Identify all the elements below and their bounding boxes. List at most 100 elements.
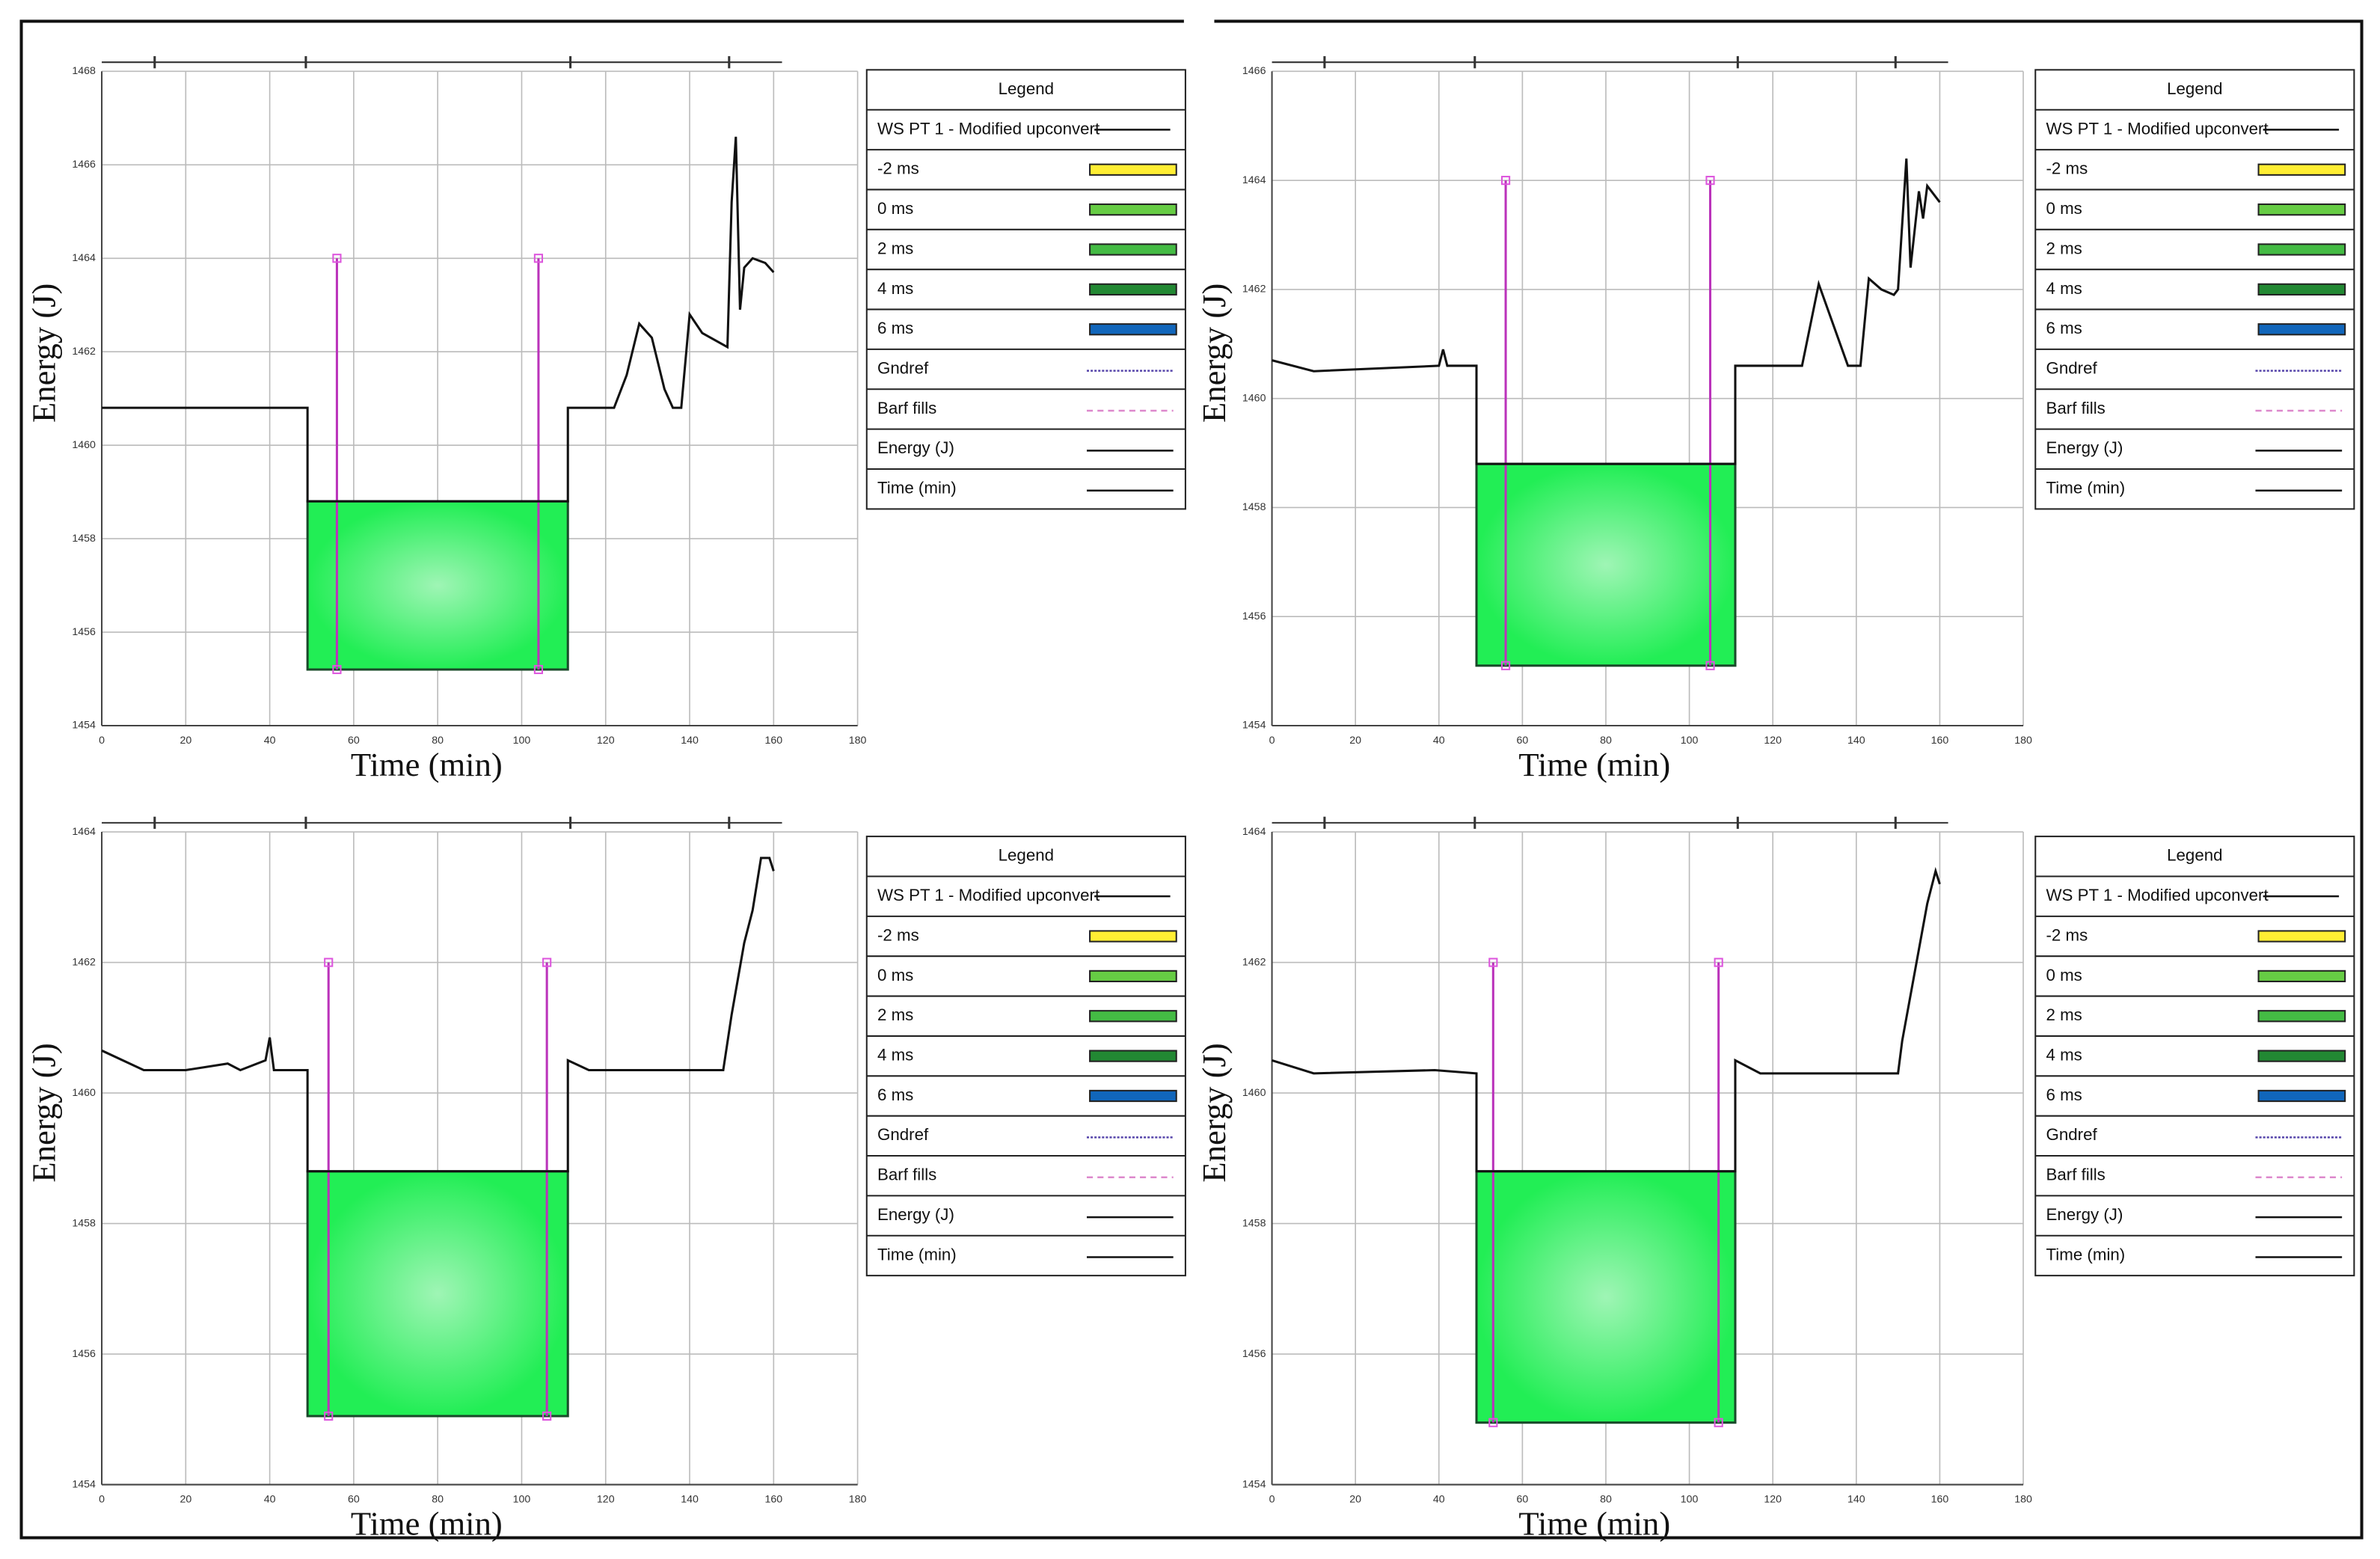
y-tick-label: 1466 bbox=[72, 159, 96, 171]
legend-swatch bbox=[2257, 930, 2346, 943]
legend-label: Gndref bbox=[877, 1125, 929, 1144]
y-tick-label: 1458 bbox=[72, 1217, 96, 1229]
legend-title: Legend bbox=[2167, 846, 2222, 865]
legend-swatch bbox=[1089, 930, 1177, 943]
legend-label: Barf fills bbox=[877, 399, 936, 417]
pulse-marker bbox=[1714, 1418, 1723, 1427]
x-tick-label: 100 bbox=[1681, 735, 1699, 747]
x-tick-label: 160 bbox=[1931, 1494, 1949, 1506]
y-tick-label: 1462 bbox=[72, 346, 96, 358]
y-tick-label: 1458 bbox=[1242, 1217, 1266, 1229]
legend-label: Barf fills bbox=[2046, 1166, 2105, 1184]
legend-label: 2 ms bbox=[2046, 239, 2082, 257]
pulse-marker bbox=[1705, 176, 1715, 186]
y-tick-label: 1456 bbox=[1242, 1348, 1266, 1360]
x-tick-label: 0 bbox=[1269, 735, 1275, 747]
x-tick-label: 140 bbox=[1847, 735, 1865, 747]
y-tick-label: 1456 bbox=[72, 626, 96, 638]
x-tick-label: 40 bbox=[264, 1494, 276, 1506]
y-tick-label: 1468 bbox=[72, 65, 96, 77]
x-axis-label: Time (min) bbox=[1518, 746, 1670, 783]
pulse-marker bbox=[332, 664, 342, 675]
legend-label: Energy (J) bbox=[2046, 438, 2123, 457]
y-tick-label: 1464 bbox=[72, 252, 96, 264]
y-tick-label: 1466 bbox=[1242, 65, 1266, 77]
x-tick-label: 80 bbox=[1600, 735, 1612, 747]
x-tick-label: 60 bbox=[1517, 735, 1529, 747]
data-line bbox=[1272, 866, 1941, 1173]
chart-panel: 1454 1456 1458 1460 1462 1464 1466 0 20 40 60 80 100… bbox=[1195, 56, 2355, 783]
x-tick-label: 140 bbox=[1847, 1494, 1865, 1506]
y-tick-label: 1462 bbox=[1242, 956, 1266, 968]
x-tick-label: 160 bbox=[1931, 735, 1949, 747]
x-tick-label: 60 bbox=[348, 1494, 360, 1506]
legend-swatch bbox=[1089, 1050, 1177, 1062]
y-tick-label: 1460 bbox=[1242, 1087, 1266, 1099]
x-tick-label: 20 bbox=[1349, 1494, 1361, 1506]
x-tick-label: 80 bbox=[432, 735, 444, 747]
band bbox=[306, 500, 569, 671]
x-tick-label: 180 bbox=[849, 1494, 867, 1506]
legend-swatch bbox=[2257, 323, 2346, 336]
legend-title: Legend bbox=[999, 79, 1054, 98]
chart-panel: 1454 1456 1458 1460 1462 1464 0 20 40 60 80 100 120 1… bbox=[25, 816, 1186, 1543]
y-tick-label: 1458 bbox=[72, 533, 96, 545]
x-tick-label: 0 bbox=[99, 1494, 105, 1506]
legend-swatch bbox=[1089, 1089, 1177, 1103]
y-axis-label: Energy (J) bbox=[1195, 284, 1233, 423]
legend-label: 6 ms bbox=[2046, 1085, 2082, 1104]
pulse-marker bbox=[1500, 176, 1511, 186]
data-line bbox=[1272, 158, 1941, 465]
legend-label: Gndref bbox=[877, 358, 929, 377]
legend-swatch bbox=[2257, 163, 2346, 176]
legend-label: 6 ms bbox=[877, 319, 913, 337]
legend-swatch bbox=[2257, 1010, 2346, 1023]
x-tick-label: 80 bbox=[432, 1494, 444, 1506]
legend-swatch bbox=[1089, 203, 1177, 216]
y-axis-label: Energy (J) bbox=[25, 1043, 62, 1182]
x-tick-label: 180 bbox=[2014, 1494, 2032, 1506]
x-tick-label: 80 bbox=[1600, 1494, 1612, 1506]
y-tick-label: 1460 bbox=[1242, 392, 1266, 404]
legend-swatch bbox=[1089, 163, 1177, 176]
x-tick-label: 180 bbox=[849, 735, 867, 747]
x-tick-label: 180 bbox=[2014, 735, 2032, 747]
legend-label: Barf fills bbox=[877, 1166, 936, 1184]
legend-label: 4 ms bbox=[2046, 1046, 2082, 1065]
pulse-marker bbox=[324, 1411, 334, 1421]
x-tick-label: 0 bbox=[99, 735, 105, 747]
legend-label: WS PT 1 - Modified upconvert bbox=[2046, 886, 2269, 904]
x-axis-label: Time (min) bbox=[1518, 1505, 1670, 1543]
legend-swatch bbox=[2257, 1050, 2346, 1062]
pulse-marker bbox=[1488, 958, 1498, 967]
x-tick-label: 160 bbox=[764, 1494, 782, 1506]
legend-label: 6 ms bbox=[877, 1085, 913, 1104]
legend-swatch bbox=[1089, 323, 1177, 336]
x-tick-label: 40 bbox=[1433, 1494, 1445, 1506]
legend-label: Time (min) bbox=[877, 479, 957, 497]
legend-swatch bbox=[1089, 970, 1177, 983]
y-tick-label: 1460 bbox=[72, 1087, 96, 1099]
legend-title: Legend bbox=[999, 846, 1054, 865]
pulse-marker bbox=[324, 958, 334, 967]
x-tick-label: 120 bbox=[1764, 735, 1782, 747]
legend-label: Energy (J) bbox=[2046, 1205, 2123, 1224]
x-tick-label: 0 bbox=[1269, 1494, 1275, 1506]
legend-label: Time (min) bbox=[2046, 1245, 2125, 1264]
y-tick-label: 1454 bbox=[1242, 720, 1266, 732]
x-tick-label: 100 bbox=[513, 1494, 531, 1506]
y-tick-label: 1456 bbox=[72, 1348, 96, 1360]
legend-label: WS PT 1 - Modified upconvert bbox=[877, 886, 1100, 904]
y-tick-label: 1458 bbox=[1242, 501, 1266, 513]
data-line bbox=[102, 136, 775, 503]
y-tick-label: 1454 bbox=[72, 720, 96, 732]
x-tick-label: 40 bbox=[264, 735, 276, 747]
legend-swatch bbox=[2257, 203, 2346, 216]
x-axis-label: Time (min) bbox=[351, 746, 503, 783]
legend-label: Gndref bbox=[2046, 358, 2097, 377]
x-tick-label: 140 bbox=[681, 735, 699, 747]
x-tick-label: 120 bbox=[597, 735, 615, 747]
legend-swatch bbox=[1089, 243, 1177, 256]
legend-swatch bbox=[2257, 243, 2346, 256]
legend-label: Energy (J) bbox=[877, 1205, 954, 1224]
